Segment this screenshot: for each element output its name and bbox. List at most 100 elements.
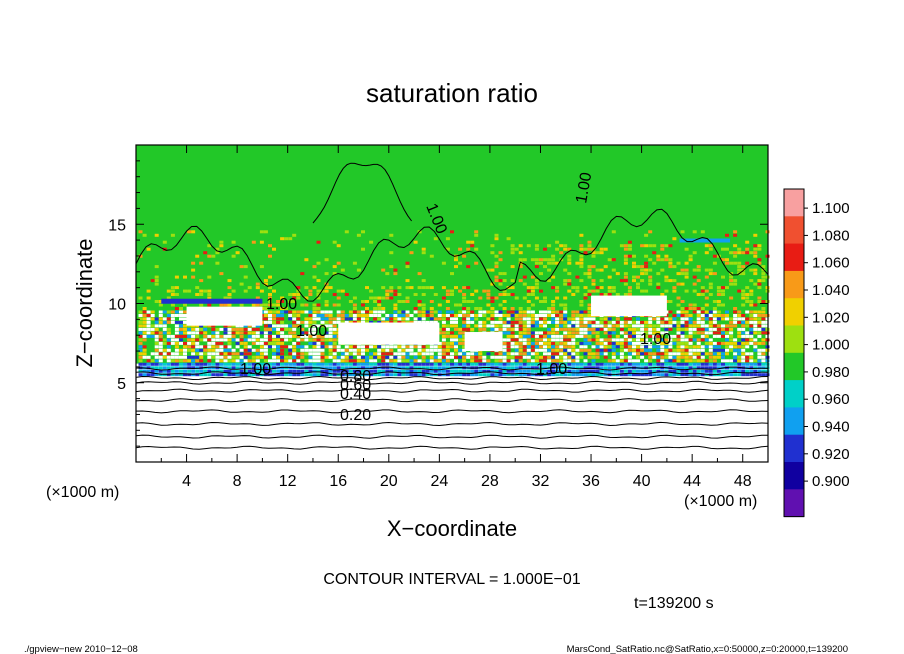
field-cell <box>223 303 228 307</box>
field-cell <box>158 324 163 328</box>
field-cell <box>195 373 200 377</box>
field-cell <box>498 359 503 363</box>
field-cell <box>563 320 568 324</box>
field-cell <box>441 369 446 373</box>
field-cell <box>207 366 212 370</box>
field-cell <box>272 324 276 328</box>
field-cell <box>417 369 422 373</box>
field-cell <box>429 359 434 363</box>
field-cell <box>199 261 204 265</box>
field-cell <box>340 310 345 314</box>
field-cell <box>749 331 754 335</box>
field-cell <box>623 293 628 296</box>
field-cell <box>251 303 256 307</box>
field-cell <box>551 314 556 317</box>
field-cell <box>405 265 410 269</box>
field-cell <box>255 348 260 352</box>
field-cell <box>138 338 143 342</box>
field-cell <box>688 317 693 321</box>
field-cell <box>292 362 297 366</box>
field-cell <box>563 348 568 352</box>
field-cell <box>737 359 742 363</box>
field-cell <box>389 369 394 373</box>
field-cell <box>753 362 758 366</box>
field-cell <box>243 275 248 279</box>
field-cell <box>482 324 487 328</box>
field-cell <box>482 327 487 331</box>
field-cell <box>191 362 196 366</box>
field-cell <box>700 359 705 363</box>
contour-lines <box>135 162 769 450</box>
field-cell <box>373 362 378 366</box>
field-cell <box>146 317 151 321</box>
field-cell <box>413 307 418 310</box>
field-cell <box>733 254 738 258</box>
field-cell <box>753 348 758 352</box>
field-cell <box>336 296 341 300</box>
field-cell <box>676 261 681 265</box>
field-cell <box>543 355 547 359</box>
field-cell <box>235 362 240 366</box>
x-tick-label: 24 <box>430 473 448 490</box>
x-tick-label: 4 <box>182 473 191 490</box>
field-cell <box>425 310 430 314</box>
field-cell <box>490 307 495 310</box>
field-cell <box>522 341 527 345</box>
field-cell <box>688 341 693 345</box>
field-cell <box>534 279 539 283</box>
field-cell <box>187 362 192 366</box>
field-cell <box>478 296 483 300</box>
field-cell <box>700 320 705 324</box>
field-cell <box>672 366 677 370</box>
field-cell <box>421 314 426 317</box>
field-cell <box>450 373 454 377</box>
field-cell <box>458 334 463 338</box>
field-cell <box>567 334 572 338</box>
field-cell <box>676 334 681 338</box>
field-cell <box>518 331 523 335</box>
field-cell <box>652 345 657 349</box>
field-cell <box>498 317 503 321</box>
field-cell <box>243 341 248 345</box>
chart-title: saturation ratio <box>366 78 538 108</box>
field-cell <box>207 345 212 349</box>
field-cell <box>668 320 673 324</box>
field-cell <box>405 300 410 303</box>
field-cell <box>280 338 285 342</box>
field-cell <box>664 244 669 248</box>
field-cell <box>749 303 754 307</box>
field-cell <box>231 289 236 293</box>
field-cell <box>421 251 426 255</box>
field-cell <box>474 247 479 251</box>
colorbar-swatch <box>784 216 804 245</box>
field-cell <box>648 331 653 335</box>
field-cell <box>567 345 572 349</box>
field-cell <box>158 331 163 335</box>
field-cell <box>207 348 212 352</box>
field-cell <box>138 327 143 331</box>
field-cell <box>174 327 179 331</box>
field-cell <box>603 324 608 328</box>
field-cell <box>280 296 285 300</box>
field-cell <box>632 348 636 352</box>
field-cell <box>522 327 527 331</box>
field-cell <box>603 327 608 331</box>
field-cell <box>708 272 713 276</box>
field-cell <box>255 355 260 359</box>
field-cell <box>555 359 560 363</box>
field-cell <box>413 355 418 359</box>
field-cell <box>263 352 268 356</box>
field-cell <box>207 293 212 296</box>
field-cell <box>680 341 685 345</box>
field-cell <box>251 369 256 373</box>
field-cell <box>389 286 394 290</box>
field-cell <box>559 334 564 338</box>
field-cell <box>648 369 653 373</box>
field-cell <box>555 286 560 290</box>
field-cell <box>150 314 155 317</box>
field-cell <box>595 355 600 359</box>
field-cell <box>470 293 475 296</box>
x-tick-label: 16 <box>329 473 347 490</box>
field-cell <box>555 366 560 370</box>
field-cell <box>721 359 725 363</box>
